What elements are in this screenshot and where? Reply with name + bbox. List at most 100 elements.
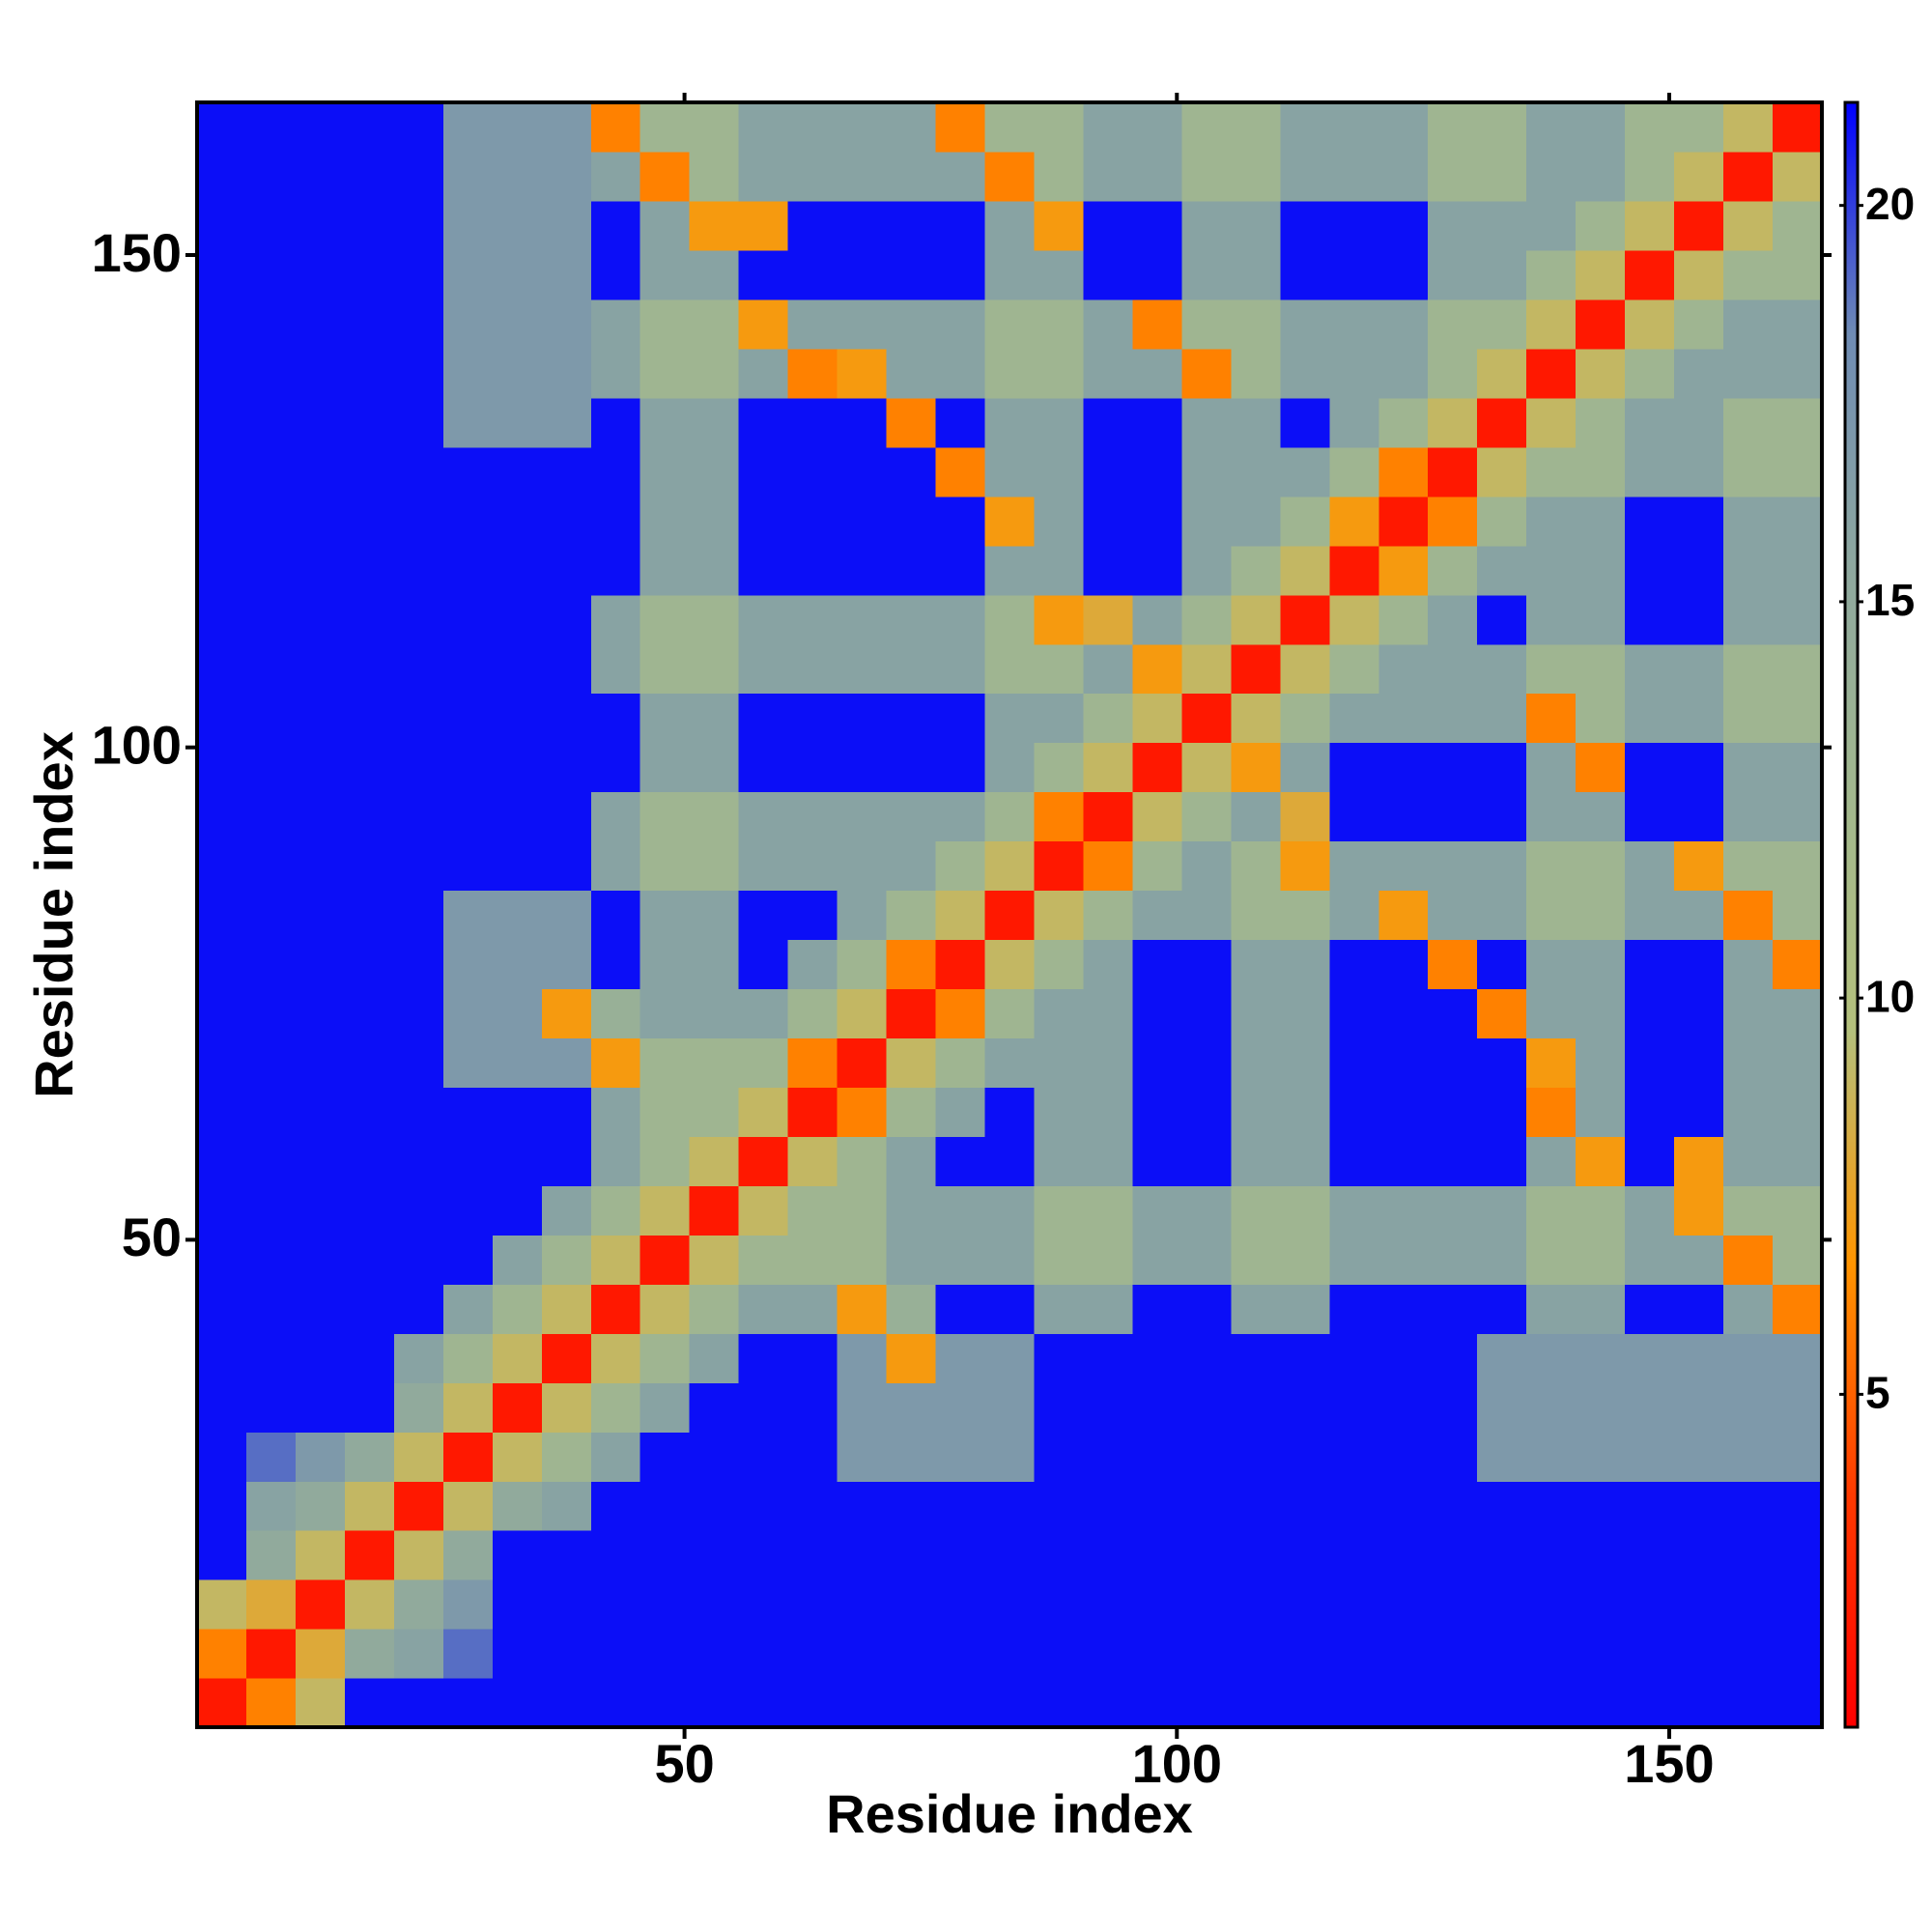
heatmap-cell [639,1530,691,1580]
heatmap-cell [295,249,346,300]
heatmap-cell [1674,1136,1724,1186]
heatmap-cell [1477,397,1527,448]
heatmap-cell [1773,1087,1823,1137]
heatmap-cell [837,1284,888,1334]
heatmap-cell [984,742,1036,793]
heatmap-cell [245,939,297,990]
heatmap-cell [787,1629,838,1679]
heatmap-cell [886,643,937,695]
heatmap-cell [1378,594,1429,645]
y-tick-label: 100 [92,714,182,775]
heatmap-cell [1181,1087,1232,1137]
heatmap-cell [1329,1382,1379,1433]
heatmap-cell [492,1037,543,1088]
heatmap-cell [1329,939,1379,990]
heatmap-cell [442,545,494,596]
heatmap-cell [541,1185,592,1236]
heatmap-cell [787,1136,838,1186]
heatmap-cell [590,1284,641,1334]
heatmap-cell [1181,594,1232,645]
heatmap-cell [1428,298,1478,350]
heatmap-cell [984,496,1036,547]
heatmap-cell [639,1284,691,1334]
heatmap-cell [344,1432,395,1482]
heatmap-cell [1428,348,1478,399]
heatmap-cell [935,1382,986,1433]
heatmap-cell [1477,298,1527,350]
heatmap-cell [1034,545,1085,596]
heatmap-cell [295,890,346,941]
heatmap-cell [1773,594,1823,645]
heatmap-cell [1231,742,1281,793]
heatmap-cell [689,1037,740,1088]
heatmap-cell [1083,1629,1134,1679]
heatmap-cell [1526,1579,1577,1630]
heatmap-cell [1428,791,1478,842]
heatmap-cell [1625,1579,1675,1630]
heatmap-cell [689,1136,740,1186]
heatmap-cell [590,1136,641,1186]
heatmap-cell [689,102,740,153]
y-tick-label: 150 [92,222,182,283]
heatmap-cell [197,1284,247,1334]
heatmap-cell [197,298,247,350]
heatmap-cell [393,742,444,793]
heatmap-cell [295,1678,346,1728]
heatmap-cell [197,348,247,399]
heatmap-cell [1034,1333,1085,1383]
heatmap-cell [837,988,888,1039]
heatmap-cell [1083,643,1134,695]
heatmap-cell [1034,840,1085,892]
heatmap-cell [541,693,592,744]
heatmap-cell [837,1235,888,1285]
heatmap-cell [1329,348,1379,399]
heatmap-cell [1477,742,1527,793]
heatmap-cell [935,1333,986,1383]
heatmap-cell [1181,1382,1232,1433]
x-axis-title: Residue index [826,1783,1193,1844]
heatmap-cell [393,1382,444,1433]
heatmap-cell [1083,742,1134,793]
heatmap-cell [1231,594,1281,645]
heatmap-cell [689,1284,740,1334]
heatmap-cell [492,102,543,153]
heatmap-cell [738,545,789,596]
heatmap-cell [787,1481,838,1531]
heatmap-cell [1280,840,1330,892]
heatmap-cell [886,102,937,153]
heatmap-cell [344,988,395,1039]
heatmap-cell [639,594,691,645]
heatmap-cell [1034,1382,1085,1433]
heatmap-cell [935,1432,986,1482]
heatmap-cell [245,742,297,793]
heatmap-cell [837,643,888,695]
heatmap-cell [1034,1629,1085,1679]
heatmap-cell [541,939,592,990]
heatmap-cell [1625,1382,1675,1433]
heatmap-cell [787,791,838,842]
heatmap-cell [1231,200,1281,251]
heatmap-cell [393,1136,444,1186]
heatmap-cell [1526,1284,1577,1334]
heatmap-cell [1674,1087,1724,1137]
heatmap-cell [787,1037,838,1088]
heatmap-cell [1280,298,1330,350]
heatmap-cell [738,1678,789,1728]
heatmap-cell [344,397,395,448]
heatmap-cell [1773,102,1823,153]
heatmap-cell [1477,1678,1527,1728]
heatmap-cell [1231,397,1281,448]
heatmap-cell [738,397,789,448]
heatmap-cell [1132,1185,1182,1236]
heatmap-cell [1280,1333,1330,1383]
heatmap-cell [787,1087,838,1137]
heatmap-cell [1526,594,1577,645]
heatmap-cell [541,1284,592,1334]
heatmap-cell [295,988,346,1039]
heatmap-cell [837,200,888,251]
heatmap-cell [344,496,395,547]
heatmap-cell [1723,446,1774,497]
heatmap-cell [1132,1087,1182,1137]
heatmap-cell [1428,200,1478,251]
